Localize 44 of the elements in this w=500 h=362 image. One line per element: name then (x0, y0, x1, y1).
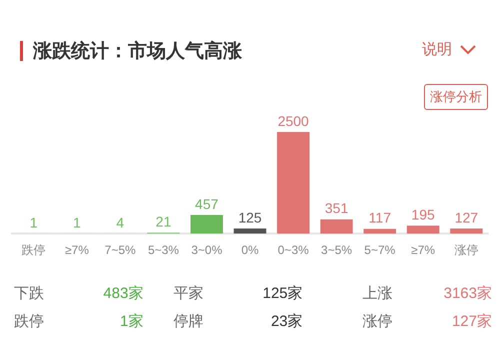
x-tick-label: 5~3% (148, 243, 180, 258)
text: 涨停分析 (424, 84, 488, 110)
chart-title: 涨跌统计：市场人气高涨 (33, 40, 242, 64)
text: 127家 (452, 312, 492, 331)
text: 23家 (270, 312, 303, 331)
data-label: 457 (195, 196, 219, 212)
x-tick-label: 5~7% (364, 243, 396, 258)
text: 483家 (103, 284, 144, 303)
x-tick-label: 3~5% (321, 243, 352, 258)
bar (450, 228, 483, 234)
bar (320, 219, 353, 234)
data-label: 21 (156, 214, 172, 230)
x-tick-label: 0% (241, 243, 259, 258)
text: 涨停 (362, 312, 393, 331)
x-tick-label: 跌停 (22, 243, 46, 258)
text: 1家 (120, 312, 144, 331)
x-tick-label: 3~0% (191, 243, 223, 258)
text: 说明 (422, 40, 452, 59)
text: 下跌 (14, 284, 44, 303)
text: 3163家 (444, 284, 492, 303)
x-tick-label: 0~3% (278, 243, 310, 258)
text: 125家 (262, 284, 303, 303)
data-label: 127 (454, 209, 478, 226)
data-label: 4 (116, 214, 124, 230)
bar (234, 228, 266, 234)
data-label: 117 (368, 210, 392, 226)
bar (406, 226, 440, 234)
bar (364, 228, 396, 234)
bar (277, 132, 310, 234)
data-label: 2500 (278, 112, 310, 129)
data-label: 351 (324, 200, 348, 216)
text: 平家 (173, 284, 204, 303)
data-label: 125 (238, 209, 262, 226)
text: 跌停 (14, 312, 44, 331)
text: 上涨 (362, 284, 393, 303)
data-label: 195 (411, 206, 435, 223)
text: 停牌 (173, 312, 204, 331)
data-label: 1 (30, 214, 38, 230)
x-tick-label: ≥7% (411, 243, 436, 258)
bar (190, 215, 223, 234)
x-tick-label: ≥7% (64, 243, 90, 258)
data-label: 1 (73, 214, 82, 230)
x-tick-label: 涨停 (454, 243, 478, 258)
x-tick-label: 7~5% (104, 243, 136, 258)
